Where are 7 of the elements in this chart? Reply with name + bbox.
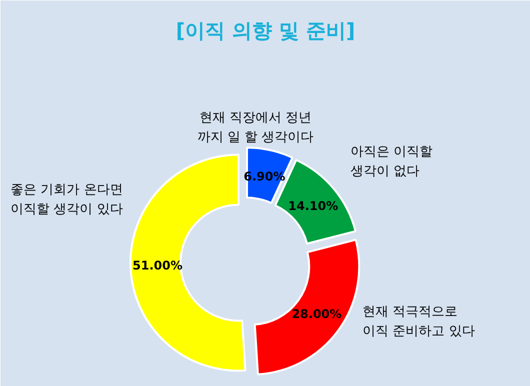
slice-label: 아직은 이직할 생각이 없다 [350,144,433,179]
slice-label: 현재 적극적으로 이직 준비하고 있다 [362,304,475,339]
slice-label: 좋은 기회가 온다면 이직할 생각이 있다 [10,182,123,217]
data-label: 28.00% [292,307,342,322]
data-label: 14.10% [288,199,338,214]
chart-title: [이직 의향 및 준비] [176,18,356,42]
slice-label: 현재 직장에서 정년 까지 일 할 생각이다 [197,110,314,145]
